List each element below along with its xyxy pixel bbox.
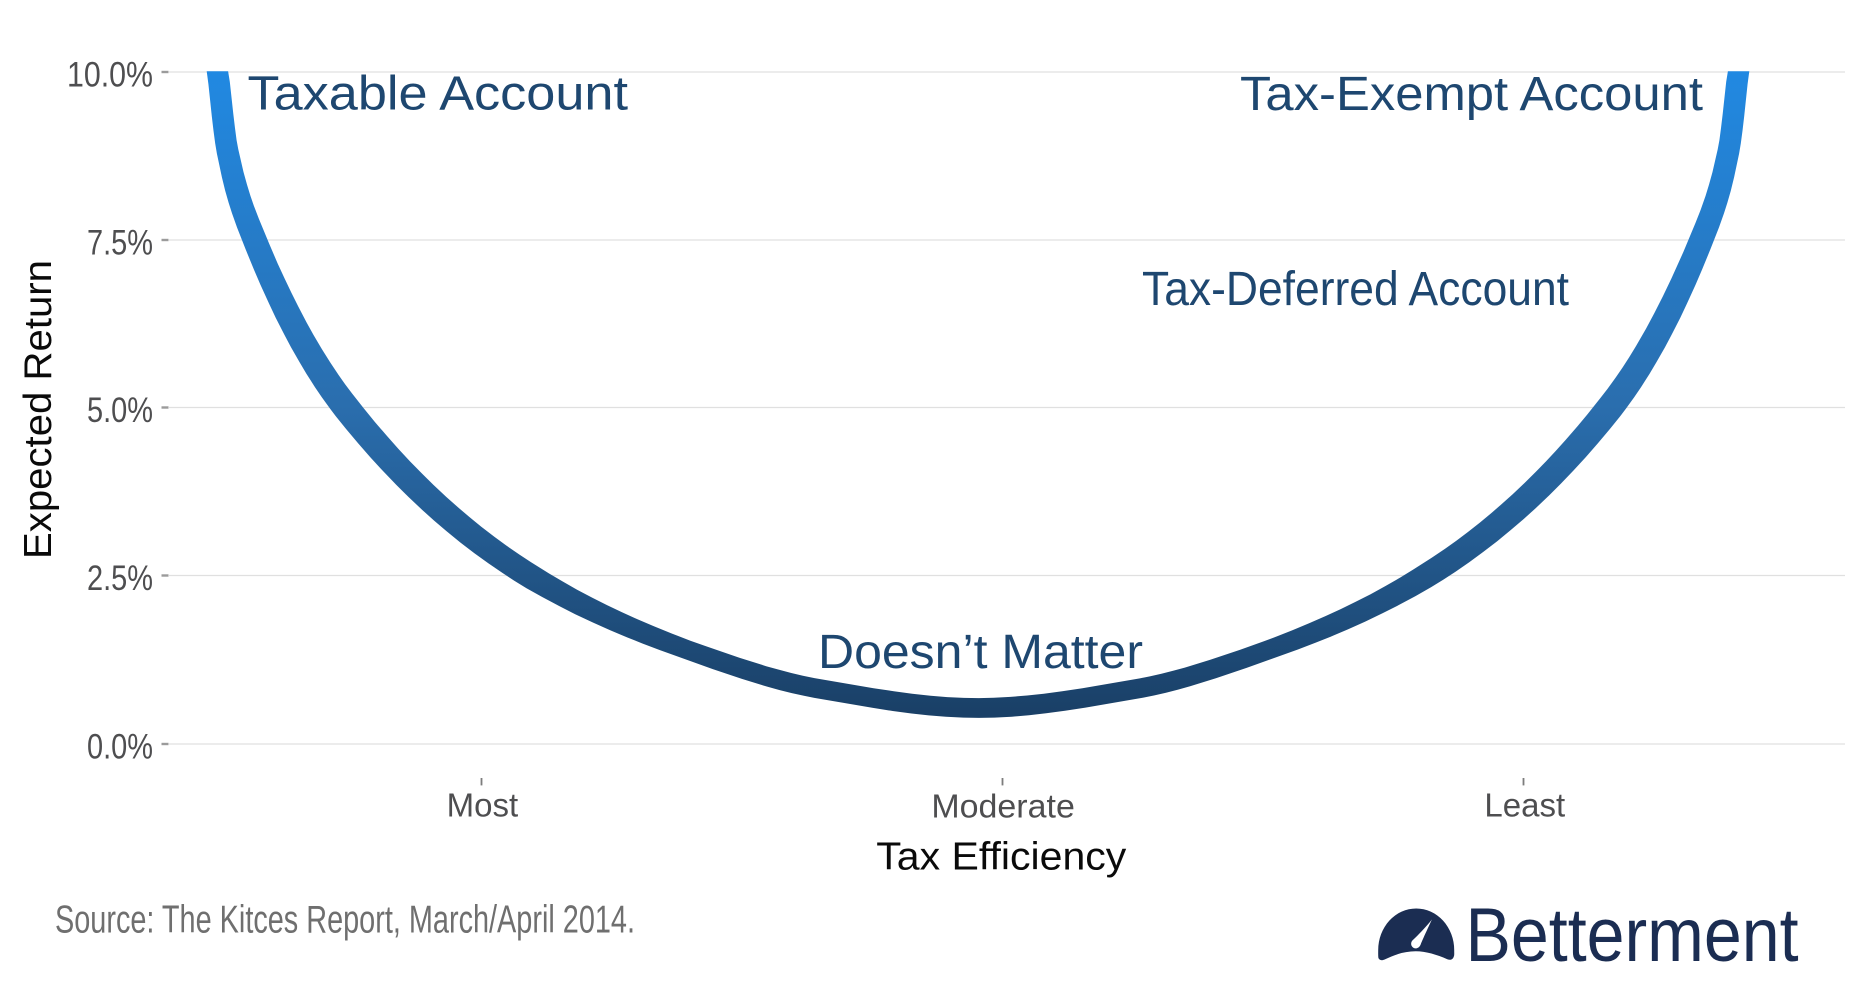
svg-text:Tax Efficiency: Tax Efficiency <box>876 836 1127 879</box>
svg-text:Tax-Exempt Account: Tax-Exempt Account <box>1240 68 1703 121</box>
svg-text:Betterment: Betterment <box>1466 893 1799 978</box>
svg-text:Most: Most <box>447 787 519 824</box>
svg-text:Least: Least <box>1484 787 1565 824</box>
svg-text:7.5%: 7.5% <box>87 222 153 262</box>
svg-text:0.0%: 0.0% <box>87 726 153 766</box>
svg-text:5.0%: 5.0% <box>87 390 153 430</box>
svg-text:Taxable Account: Taxable Account <box>248 68 629 121</box>
svg-text:2.5%: 2.5% <box>87 558 153 598</box>
svg-text:Source: The Kitces Report, Mar: Source: The Kitces Report, March/April 2… <box>55 899 635 942</box>
svg-text:Doesn’t Matter: Doesn’t Matter <box>818 626 1143 679</box>
svg-text:Expected Return: Expected Return <box>17 260 60 559</box>
svg-text:Moderate: Moderate <box>931 788 1075 825</box>
svg-text:Tax-Deferred Account: Tax-Deferred Account <box>1142 263 1569 316</box>
svg-text:10.0%: 10.0% <box>67 54 153 94</box>
